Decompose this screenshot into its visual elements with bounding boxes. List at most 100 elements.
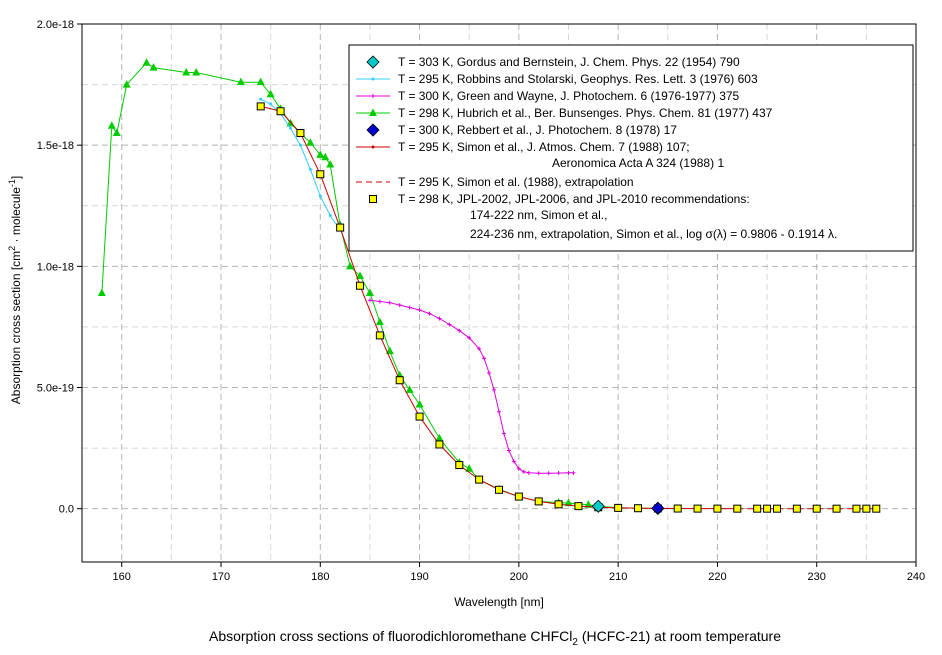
legend-label: T = 300 K, Green and Wayne, J. Photochem… [398, 89, 740, 103]
legend-label: T = 300 K, Rebbert et al., J. Photochem.… [398, 123, 677, 137]
data-point [584, 500, 593, 508]
data-point [405, 385, 414, 393]
data-point [266, 89, 275, 98]
data-point [693, 504, 702, 513]
y-tick-label: 0.0 [59, 504, 74, 516]
data-point [511, 459, 516, 464]
data-point [435, 433, 444, 442]
data-point [407, 305, 412, 310]
data-point [574, 502, 583, 511]
data-point [457, 328, 462, 333]
series [259, 97, 342, 232]
data-point [673, 504, 682, 513]
data-point [501, 431, 506, 436]
legend-label: T = 298 K, Hubrich et al., Ber. Bunsenge… [398, 106, 773, 120]
data-point [634, 504, 642, 513]
legend-symbol [369, 195, 377, 203]
y-axis-title-sup: 2 [7, 246, 17, 251]
data-point [296, 129, 305, 138]
legend-marker [369, 195, 377, 203]
data-point [326, 160, 335, 168]
data-point [298, 143, 302, 147]
y-tick-label: 1.0e-18 [37, 261, 74, 273]
data-point [328, 213, 332, 217]
data-point [356, 271, 364, 280]
data-point [112, 128, 121, 137]
data-point [415, 399, 424, 408]
data-point [497, 409, 501, 414]
data-point [182, 67, 191, 76]
legend-label: T = 295 K, Robbins and Stolarski, Geophy… [398, 72, 758, 86]
data-point [308, 167, 312, 171]
data-point [475, 475, 484, 484]
x-tick-label: 220 [708, 571, 726, 583]
data-point [397, 303, 402, 308]
chart-caption: Absorption cross sections of fluorodichl… [209, 628, 781, 648]
data-point [465, 464, 474, 472]
data-point [269, 102, 273, 106]
legend: T = 303 K, Gordus and Bernstein, J. Chem… [348, 44, 914, 252]
data-point [375, 317, 384, 326]
data-point [107, 121, 116, 129]
data-point [289, 126, 292, 130]
data-point [256, 102, 265, 111]
x-tick-label: 180 [311, 571, 329, 583]
caption-main: Absorption cross sections of fluorodichl… [209, 628, 572, 644]
data-point [792, 504, 801, 513]
data-point [142, 58, 151, 66]
data-point [733, 504, 742, 513]
data-point [192, 67, 201, 76]
data-point [415, 412, 424, 421]
data-point [516, 466, 521, 471]
data-point [437, 316, 442, 321]
y-tick-label: 5.0e-19 [37, 383, 74, 395]
data-point [763, 504, 772, 513]
data-point [536, 471, 541, 476]
data-point [336, 223, 345, 232]
legend-box [348, 44, 914, 252]
legend-symbol [366, 123, 380, 137]
x-tick-label: 170 [212, 571, 230, 583]
x-tick-label: 240 [907, 571, 925, 583]
data-point [651, 501, 665, 515]
data-point [375, 331, 384, 340]
data-point [417, 307, 422, 312]
x-tick-label: 210 [609, 571, 627, 583]
data-point [506, 448, 511, 453]
data-point [554, 500, 563, 509]
x-tick-label: 200 [510, 571, 528, 583]
data-point [365, 288, 374, 296]
data-point [614, 503, 623, 512]
plot-frame [81, 23, 917, 563]
data-point [259, 97, 263, 101]
series-layer [97, 58, 881, 516]
data-point [387, 300, 392, 305]
data-point [556, 471, 561, 476]
y-axis-title-sup: -1 [7, 179, 17, 187]
data-point [97, 288, 106, 296]
x-tick-label: 190 [410, 571, 428, 583]
legend-marker [366, 55, 380, 69]
data-point [477, 346, 482, 351]
data-point [753, 504, 762, 513]
data-point [534, 497, 543, 506]
data-point [713, 504, 722, 513]
legend-symbol [356, 108, 390, 116]
data-point [487, 370, 492, 375]
data-point [377, 299, 382, 304]
data-point [356, 281, 364, 290]
legend-label-cont: 174-222 nm, Simon et al., [470, 208, 607, 222]
data-point [122, 80, 131, 88]
data-point [321, 152, 330, 161]
data-point [395, 376, 404, 385]
y-axis-title-part: · molecule [9, 187, 23, 246]
legend-symbol [356, 77, 390, 81]
caption-subscript: 2 [572, 637, 578, 648]
legend-symbols [356, 55, 390, 203]
legend-label-cont: 224-236 nm, extrapolation, Simon et al.,… [470, 227, 837, 241]
data-point [316, 150, 325, 158]
legend-label: T = 295 K, Simon et al. (1988), extrapol… [398, 175, 634, 189]
data-point [872, 504, 881, 513]
legend-symbol [356, 94, 390, 98]
